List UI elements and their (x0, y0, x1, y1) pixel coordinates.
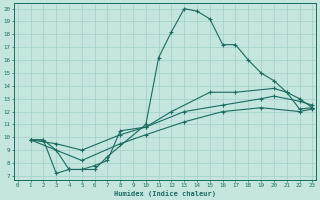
X-axis label: Humidex (Indice chaleur): Humidex (Indice chaleur) (114, 190, 216, 197)
